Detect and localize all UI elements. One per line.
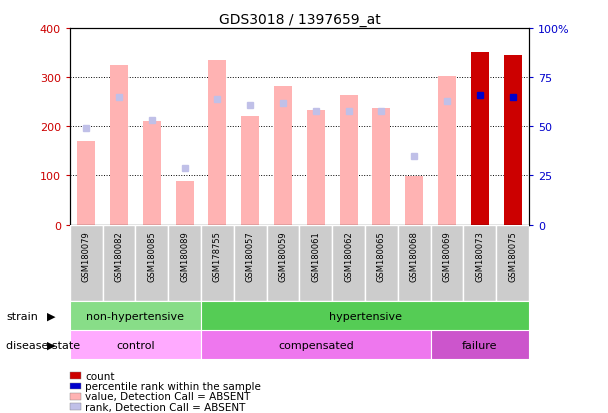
Text: GSM180057: GSM180057 — [246, 230, 255, 281]
Text: hypertensive: hypertensive — [328, 311, 401, 321]
Bar — [201, 225, 234, 301]
Text: GSM180085: GSM180085 — [147, 230, 156, 281]
Text: GSM178755: GSM178755 — [213, 230, 222, 281]
Bar — [77, 142, 95, 225]
Bar — [234, 225, 267, 301]
Bar — [471, 52, 489, 225]
Text: GSM180082: GSM180082 — [114, 230, 123, 281]
Bar — [430, 225, 463, 301]
Text: disease state: disease state — [6, 340, 80, 350]
Text: GSM180069: GSM180069 — [443, 230, 452, 281]
Bar — [274, 87, 292, 225]
Bar — [110, 66, 128, 225]
Text: percentile rank within the sample: percentile rank within the sample — [85, 381, 261, 391]
Text: ▶: ▶ — [47, 311, 56, 321]
Bar — [365, 225, 398, 301]
Bar — [70, 301, 201, 330]
Bar — [307, 111, 325, 225]
Bar — [463, 225, 496, 301]
Bar — [405, 177, 423, 225]
Text: control: control — [116, 340, 155, 350]
Bar — [267, 225, 300, 301]
Text: GSM180061: GSM180061 — [311, 230, 320, 281]
Text: GSM180062: GSM180062 — [344, 230, 353, 281]
Bar — [70, 330, 201, 359]
Bar — [398, 225, 430, 301]
Text: ▶: ▶ — [47, 340, 56, 350]
Title: GDS3018 / 1397659_at: GDS3018 / 1397659_at — [218, 12, 381, 26]
Text: GSM180089: GSM180089 — [180, 230, 189, 281]
Bar — [201, 301, 529, 330]
Bar — [496, 225, 529, 301]
Text: compensated: compensated — [278, 340, 354, 350]
Text: count: count — [85, 371, 115, 381]
Text: GSM180073: GSM180073 — [475, 230, 485, 281]
Text: rank, Detection Call = ABSENT: rank, Detection Call = ABSENT — [85, 402, 246, 412]
Text: GSM180079: GSM180079 — [82, 230, 91, 281]
Bar — [241, 117, 259, 225]
Bar — [209, 61, 227, 225]
Bar — [503, 56, 522, 225]
Bar — [340, 96, 358, 225]
Bar — [372, 108, 390, 225]
Text: failure: failure — [462, 340, 497, 350]
Bar — [143, 122, 161, 225]
Bar — [201, 330, 430, 359]
Bar — [103, 225, 136, 301]
Bar — [70, 225, 103, 301]
Bar — [430, 330, 529, 359]
Bar — [168, 225, 201, 301]
Text: GSM180068: GSM180068 — [410, 230, 419, 281]
Text: strain: strain — [6, 311, 38, 321]
Bar — [176, 182, 194, 225]
Bar — [299, 225, 332, 301]
Text: GSM180065: GSM180065 — [377, 230, 386, 281]
Bar — [332, 225, 365, 301]
Text: GSM180075: GSM180075 — [508, 230, 517, 281]
Text: value, Detection Call = ABSENT: value, Detection Call = ABSENT — [85, 392, 250, 401]
Text: GSM180059: GSM180059 — [278, 230, 288, 281]
Bar — [438, 77, 456, 225]
Bar — [136, 225, 168, 301]
Text: non-hypertensive: non-hypertensive — [86, 311, 184, 321]
